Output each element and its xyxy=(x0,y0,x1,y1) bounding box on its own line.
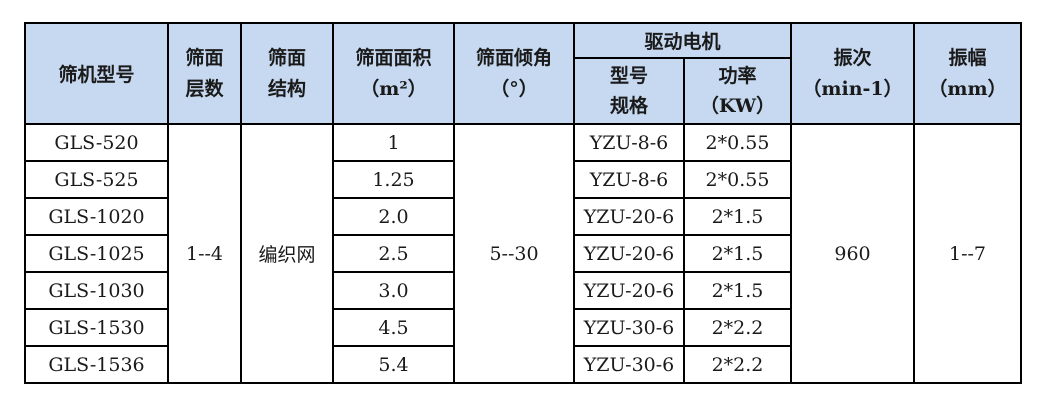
cell-motor-model: YZU-30-6 xyxy=(573,308,685,347)
cell-area: 2.5 xyxy=(332,234,455,273)
header-incline: 筛面倾角 （°） xyxy=(453,22,575,125)
table-row: GLS-1020 2.0 YZU-20-6 2*1.5 xyxy=(24,197,1021,236)
cell-power: 2*2.2 xyxy=(682,308,793,347)
table-row: GLS-1536 5.4 YZU-30-6 2*2.2 xyxy=(24,345,1021,384)
table-row: GLS-525 1.25 YZU-8-6 2*0.55 xyxy=(24,160,1021,199)
header-incline-unit: （°） xyxy=(490,77,538,100)
header-structure: 筛面 结构 xyxy=(240,22,334,125)
header-layers: 筛面 层数 xyxy=(167,22,242,125)
header-motor-group: 驱动电机 xyxy=(572,22,793,59)
table-row: GLS-1530 4.5 YZU-30-6 2*2.2 xyxy=(24,308,1021,347)
header-layers-line2: 层数 xyxy=(185,77,224,100)
cell-motor-model: YZU-20-6 xyxy=(573,197,685,236)
table-row: GLS-1030 3.0 YZU-20-6 2*1.5 xyxy=(24,271,1021,310)
cell-area: 3.0 xyxy=(332,271,455,310)
header-motor-model-line2: 规格 xyxy=(609,95,648,117)
header-frequency-unit: （min-1） xyxy=(802,77,903,100)
cell-motor-model: YZU-20-6 xyxy=(573,271,685,310)
merged-cell-incline: 5--30 xyxy=(453,123,575,384)
cell-model: GLS-520 xyxy=(24,123,169,162)
header-structure-line2: 结构 xyxy=(267,77,306,100)
cell-motor-model: YZU-30-6 xyxy=(573,345,685,384)
cell-model: GLS-525 xyxy=(24,160,169,199)
header-area-unit: （m²） xyxy=(360,77,427,100)
cell-area: 2.0 xyxy=(332,197,455,236)
merged-cell-layers: 1--4 xyxy=(167,123,242,384)
cell-power: 2*2.2 xyxy=(682,345,793,384)
header-machine-model: 筛机型号 xyxy=(24,22,169,125)
header-row-1: 筛机型号 筛面 层数 筛面 结构 筛面面积 （m²） 筛面倾角 （°） 驱动电机 xyxy=(24,22,1023,125)
spec-table: 筛机型号 筛面 层数 筛面 结构 筛面面积 （m²） 筛面倾角 （°） 驱动电机 xyxy=(24,22,1023,384)
cell-motor-model: YZU-8-6 xyxy=(573,160,685,199)
cell-area: 1.25 xyxy=(332,160,455,199)
cell-model: GLS-1020 xyxy=(24,197,169,236)
header-row-2: 型号 规格 功率 （KW） xyxy=(25,57,1021,125)
header-motor-power-unit: （KW） xyxy=(699,95,776,117)
header-amplitude: 振幅 （mm） xyxy=(913,22,1023,125)
merged-cell-frequency: 960 xyxy=(790,123,916,384)
cell-model: GLS-1530 xyxy=(24,308,169,347)
cell-power: 2*0.55 xyxy=(682,123,793,162)
header-amplitude-line1: 振幅 xyxy=(948,47,987,70)
header-amplitude-unit: （mm） xyxy=(928,77,1007,100)
header-area-line1: 筛面面积 xyxy=(355,47,432,70)
cell-motor-model: YZU-20-6 xyxy=(573,234,685,273)
cell-power: 2*1.5 xyxy=(682,234,793,273)
header-motor-model-line1: 型号 xyxy=(609,64,648,87)
cell-model: GLS-1536 xyxy=(24,345,169,384)
cell-area: 5.4 xyxy=(332,345,455,384)
header-frequency: 振次 （min-1） xyxy=(790,22,916,125)
cell-power: 2*0.55 xyxy=(682,160,793,199)
cell-area: 1 xyxy=(332,123,455,162)
spec-table-container: 筛机型号 筛面 层数 筛面 结构 筛面面积 （m²） 筛面倾角 （°） 驱动电机 xyxy=(24,22,1023,384)
table-row: GLS-520 1--4 编织网 1 5--30 YZU-8-6 2*0.55 … xyxy=(24,123,1023,384)
cell-power: 2*1.5 xyxy=(682,197,793,236)
header-motor-power: 功率 （KW） xyxy=(682,57,793,125)
header-motor-power-line1: 功率 xyxy=(718,64,757,87)
merged-cell-structure: 编织网 xyxy=(240,123,334,384)
header-structure-line1: 筛面 xyxy=(267,47,306,70)
cell-area: 4.5 xyxy=(332,308,455,347)
header-layers-line1: 筛面 xyxy=(185,47,224,70)
header-frequency-line1: 振次 xyxy=(833,47,872,70)
cell-motor-model: YZU-8-6 xyxy=(573,123,685,162)
table-row: GLS-1025 2.5 YZU-20-6 2*1.5 xyxy=(24,234,1021,273)
cell-model: GLS-1030 xyxy=(24,271,169,310)
header-motor-model: 型号 规格 xyxy=(573,57,685,125)
cell-model: GLS-1025 xyxy=(24,234,169,273)
header-incline-line1: 筛面倾角 xyxy=(475,47,552,70)
cell-power: 2*1.5 xyxy=(682,271,793,310)
merged-cell-amplitude: 1--7 xyxy=(913,123,1023,384)
header-area: 筛面面积 （m²） xyxy=(332,22,455,125)
